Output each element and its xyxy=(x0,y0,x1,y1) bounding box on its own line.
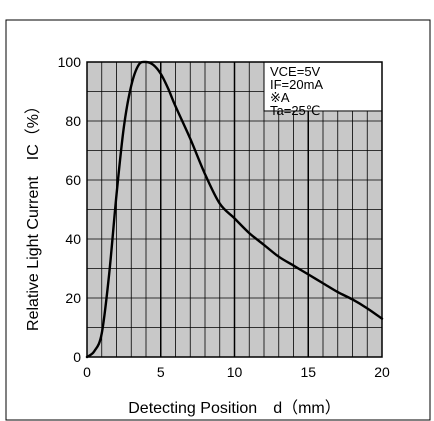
y-tick-label: 100 xyxy=(58,54,82,70)
tick-labels: 0 5 10 15 20 0 20 40 60 80 100 xyxy=(58,54,390,380)
x-axis-title: Detecting Position d（mm） xyxy=(128,399,341,417)
y-tick-label: 80 xyxy=(65,113,81,129)
x-tick-label: 5 xyxy=(157,364,165,380)
annotation-box xyxy=(263,61,383,112)
figure-border xyxy=(5,19,431,421)
x-tick-label: 15 xyxy=(300,364,316,380)
plot-frame xyxy=(86,61,383,358)
y-tick-label: 60 xyxy=(65,172,81,188)
y-tick-label: 20 xyxy=(65,290,81,306)
x-tick-label: 10 xyxy=(227,364,243,380)
annotation-line-1: IF=20mA xyxy=(270,77,323,92)
annotation-line-0: VCE=5V xyxy=(270,64,321,79)
y-tick-label: 0 xyxy=(73,349,81,365)
x-tick-label: 20 xyxy=(374,364,390,380)
annotation-line-2: ※A xyxy=(270,90,290,105)
series-line-0 xyxy=(85,60,384,359)
series-layer xyxy=(85,60,384,359)
y-axis-title: Relative Light Current IC（%） xyxy=(24,98,42,331)
y-tick-label: 40 xyxy=(65,231,81,247)
annotation-line-3: Ta=25℃ xyxy=(270,103,320,118)
x-tick-label: 0 xyxy=(83,364,91,380)
